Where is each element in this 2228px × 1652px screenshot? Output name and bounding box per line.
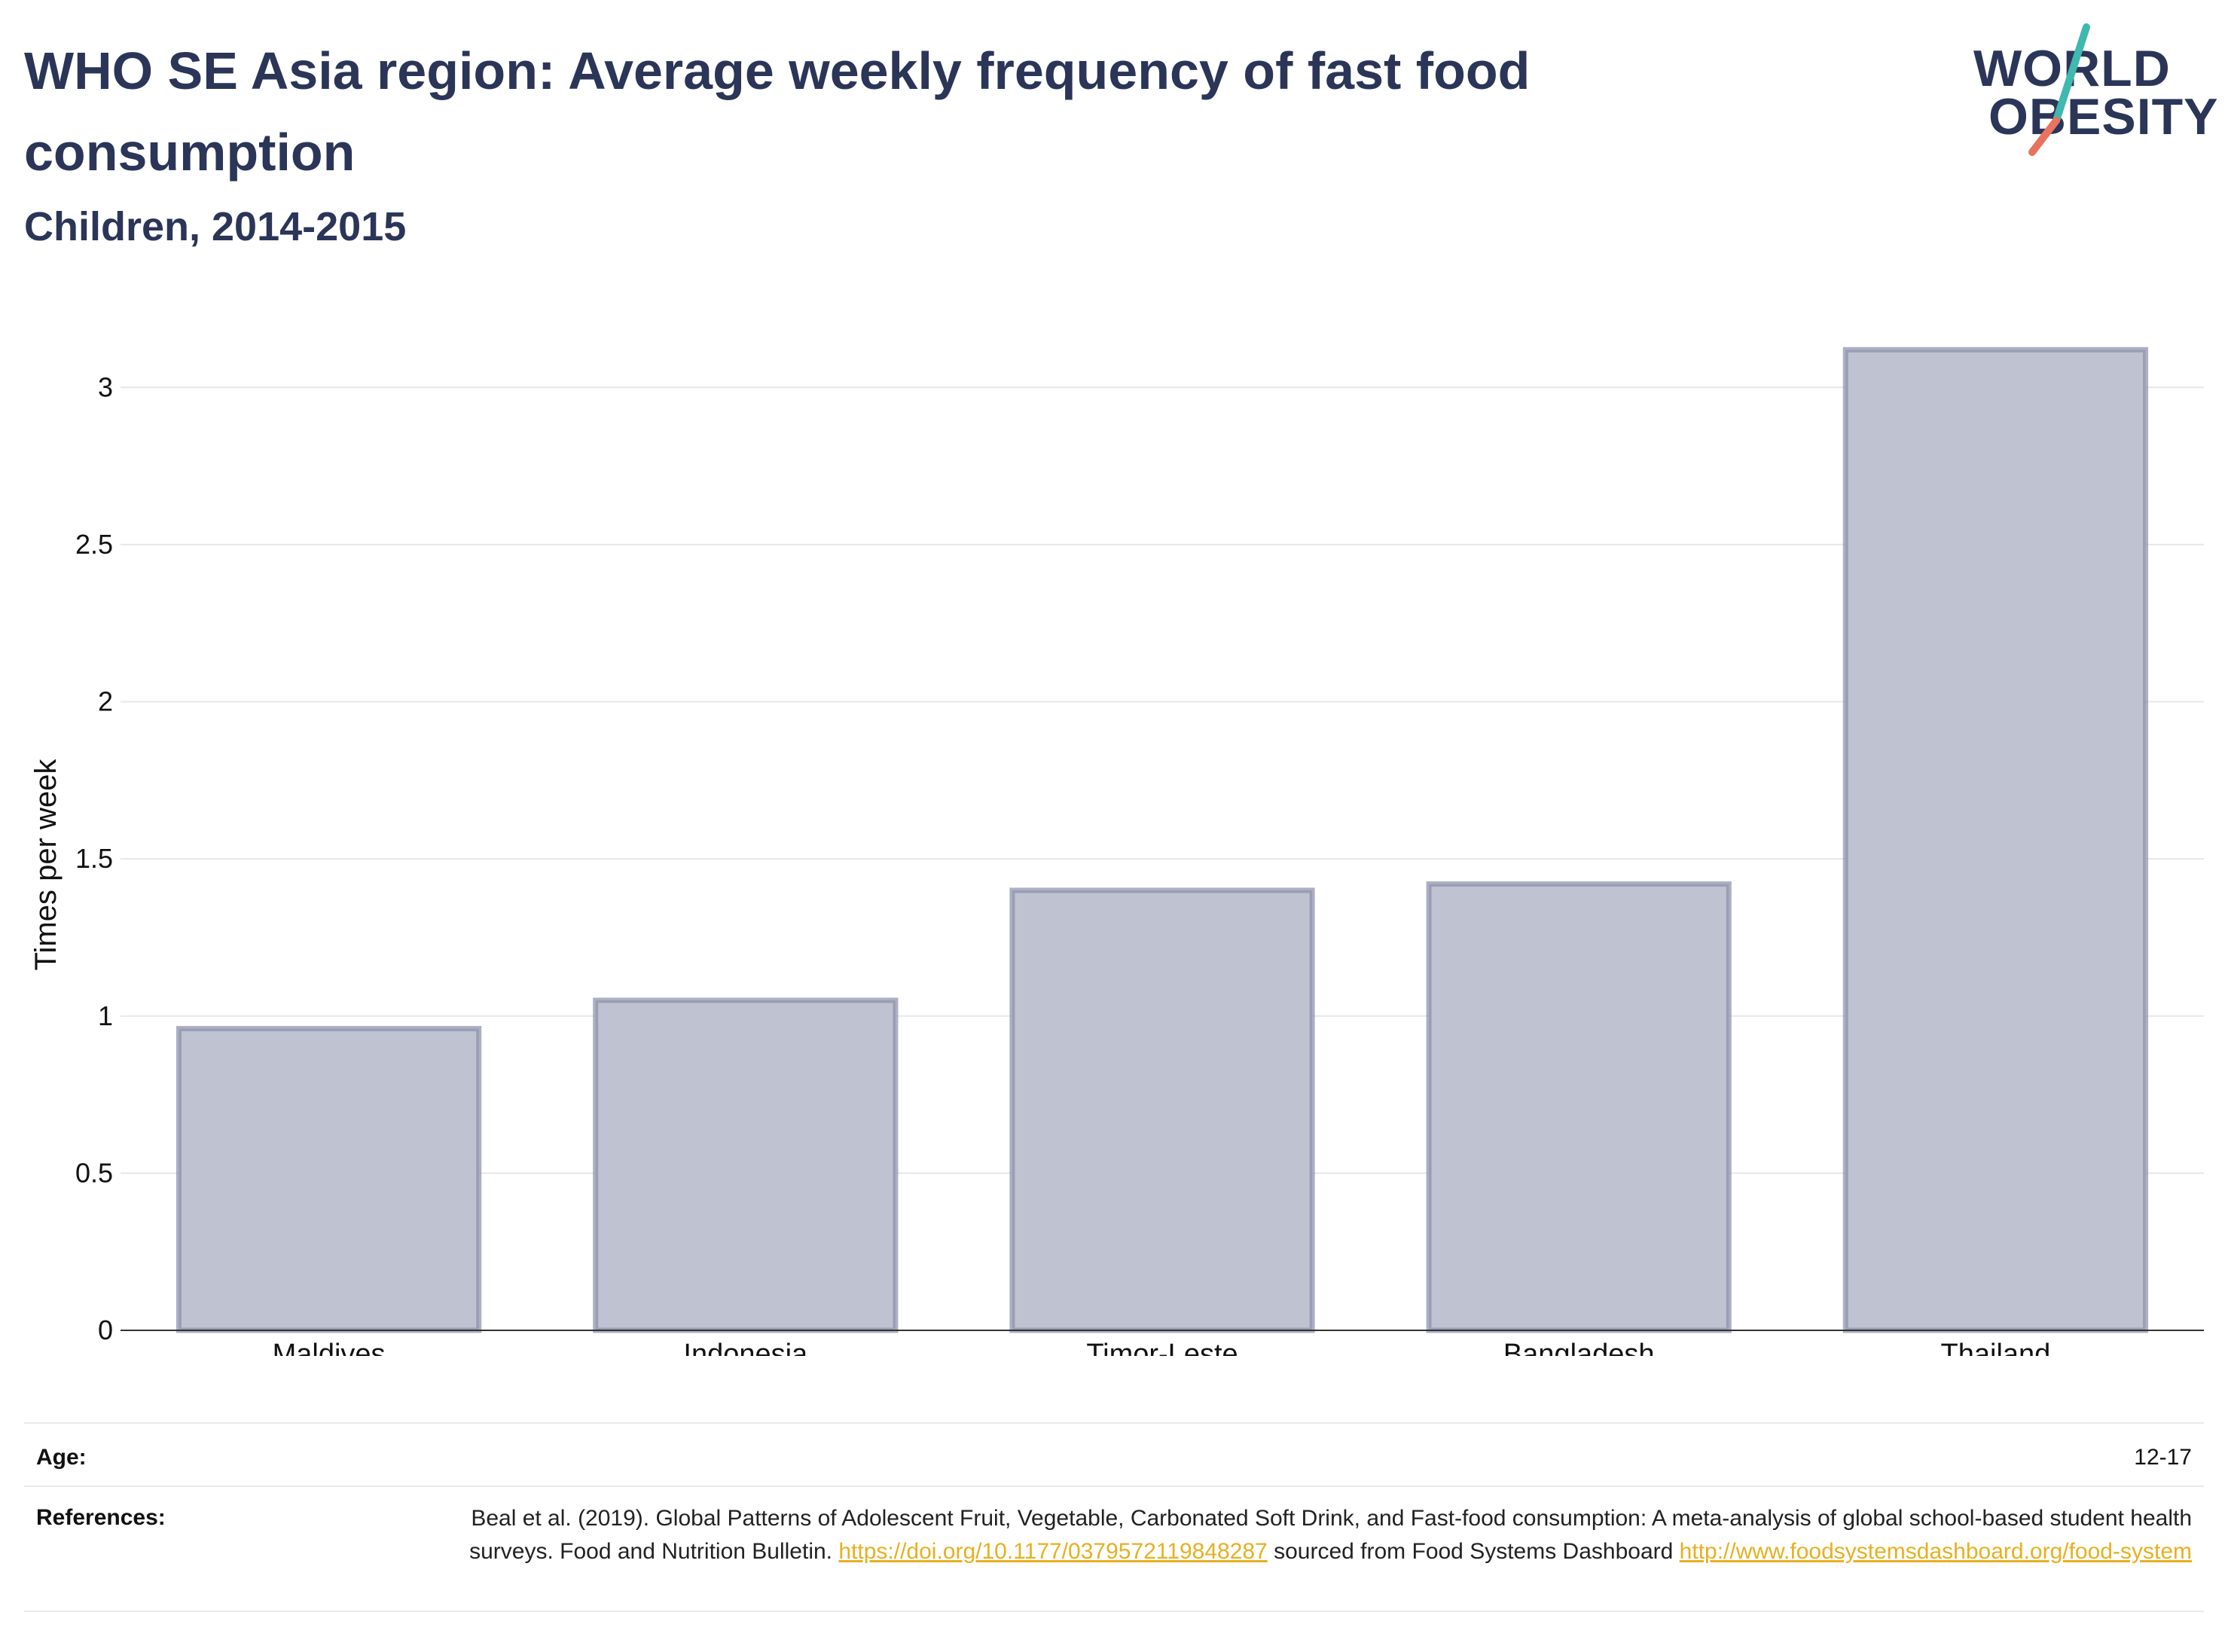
bar-thailand[interactable]: [1842, 347, 2149, 1333]
y-axis-ticks: 0 0.5 1 1.5 2 2.5 3: [75, 371, 113, 1345]
y-tick-label: 2.5: [75, 529, 113, 560]
world-obesity-logo: WORLD OBESITY: [1966, 23, 2218, 158]
bars: [175, 347, 2149, 1333]
x-axis-ticks: Maldives Indonesia Timor-Leste Bangladesh Th…: [273, 1339, 2051, 1356]
reference-source: sourced from Food Systems Dashboard: [1274, 1539, 1674, 1564]
doi-link[interactable]: https://doi.org/10.1177/0379572119848287: [838, 1539, 1268, 1564]
x-tick-label: Timor-Leste: [1086, 1339, 1238, 1356]
footer-divider-middle: [24, 1486, 2204, 1487]
bar-maldives[interactable]: [175, 1025, 482, 1333]
footer-divider-top: [24, 1422, 2204, 1424]
references-label: References:: [36, 1505, 166, 1530]
y-tick-label: 3: [98, 371, 113, 402]
age-label: Age:: [36, 1445, 87, 1470]
footer-age-row: Age: 12-17: [24, 1445, 2204, 1475]
bar-timor-leste[interactable]: [1009, 887, 1315, 1333]
x-tick-label: Bangladesh: [1503, 1339, 1655, 1356]
reference-citation: Beal et al. (2019). Global Patterns of A…: [469, 1506, 2192, 1564]
logo-line-2: OBESITY: [1988, 88, 2219, 145]
bar-chart: 0 0.5 1 1.5 2 2.5 3 Maldives Indonesia Timor-Les…: [29, 347, 2204, 1356]
footer-divider-bottom: [24, 1611, 2204, 1612]
logo-slash-icon: [2028, 23, 2090, 156]
footer-references-row: References: Beal et al. (2019). Global P…: [24, 1505, 2204, 1611]
y-axis-label: Times per week: [29, 759, 63, 971]
y-tick-label: 1.5: [75, 843, 113, 874]
references-text: Beal et al. (2019). Global Patterns of A…: [459, 1502, 2192, 1568]
age-value: 12-17: [2134, 1445, 2192, 1470]
y-tick-label: 0: [98, 1315, 113, 1345]
bar-bangladesh[interactable]: [1426, 881, 1732, 1333]
bar-indonesia[interactable]: [593, 997, 899, 1333]
y-tick-label: 2: [98, 686, 113, 717]
chart-subtitle: Children, 2014-2015: [24, 204, 407, 249]
y-tick-label: 0.5: [75, 1157, 113, 1188]
chart-title: WHO SE Asia region: Average weekly frequ…: [24, 41, 1531, 182]
x-tick-label: Maldives: [273, 1339, 386, 1356]
y-tick-label: 1: [98, 1000, 113, 1031]
x-tick-label: Thailand: [1941, 1339, 2051, 1356]
food-systems-dashboard-link[interactable]: http://www.foodsystemsdashboard.org/food…: [1679, 1539, 2192, 1564]
x-tick-label: Indonesia: [683, 1339, 808, 1356]
